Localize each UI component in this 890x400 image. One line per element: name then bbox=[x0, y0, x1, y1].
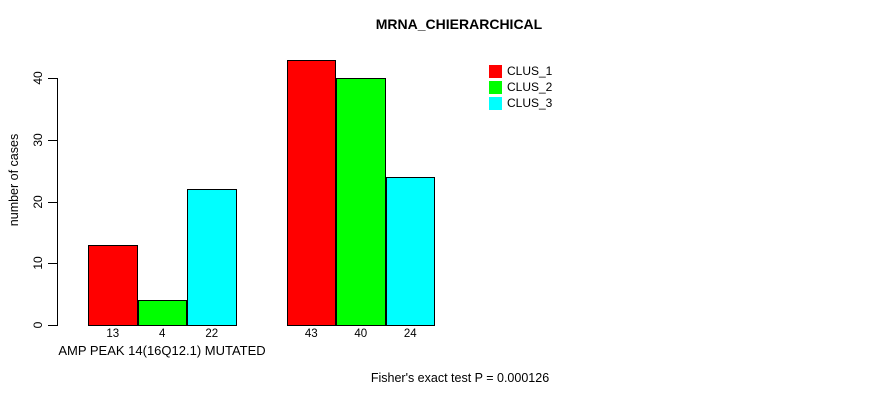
legend-swatch-clus_1 bbox=[489, 65, 502, 78]
legend-item-clus_3: CLUS_3 bbox=[489, 95, 553, 110]
y-axis-tick-label: 10 bbox=[31, 256, 45, 270]
legend-label-clus_1: CLUS_1 bbox=[507, 64, 553, 78]
y-axis-tick bbox=[48, 78, 57, 80]
bar-clus_3-group1 bbox=[187, 189, 237, 326]
y-axis-tick bbox=[48, 325, 57, 326]
legend-label-clus_3: CLUS_3 bbox=[507, 95, 553, 110]
legend-swatch-clus_3 bbox=[489, 96, 502, 110]
y-axis-tick-label: 40 bbox=[31, 71, 45, 85]
bar-clus_3-group2 bbox=[385, 176, 435, 326]
y-axis-tick-label: 0 bbox=[31, 321, 45, 329]
annotation-fisher-p-value: Fisher's exact test P = 0.000126 bbox=[370, 371, 550, 385]
y-axis-tick-label: 30 bbox=[31, 133, 45, 147]
bar-value-label: 40 bbox=[354, 328, 368, 340]
y-axis-tick bbox=[48, 263, 57, 265]
bar-value-label: 24 bbox=[403, 328, 417, 340]
bar-clus_1-group1 bbox=[88, 244, 138, 326]
y-axis-tick bbox=[48, 139, 57, 141]
bar-value-label: 13 bbox=[106, 328, 120, 340]
legend-swatch-clus_2 bbox=[489, 80, 502, 94]
y-axis-tick-label: 20 bbox=[31, 194, 45, 209]
bar-value-label: 4 bbox=[159, 328, 166, 340]
legend-item-clus_2: CLUS_2 bbox=[489, 79, 553, 94]
y-axis-tick bbox=[48, 201, 57, 203]
bar-value-label: 43 bbox=[304, 328, 318, 340]
legend-label-clus_2: CLUS_2 bbox=[507, 79, 553, 94]
bar-clus_1-group2 bbox=[286, 59, 336, 326]
x-axis-label: AMP PEAK 14(16Q12.1) MUTATED bbox=[58, 343, 266, 358]
y-axis-line bbox=[57, 78, 58, 326]
y-axis-title: number of cases bbox=[7, 133, 21, 227]
legend-item-clus_1: CLUS_1 bbox=[489, 65, 552, 78]
chart-title: MRNA_CHIERARCHICAL bbox=[375, 16, 543, 32]
bar-clus_2-group2 bbox=[336, 78, 386, 326]
bar-value-label: 22 bbox=[205, 328, 219, 340]
bar-clus_2-group1 bbox=[137, 300, 187, 326]
